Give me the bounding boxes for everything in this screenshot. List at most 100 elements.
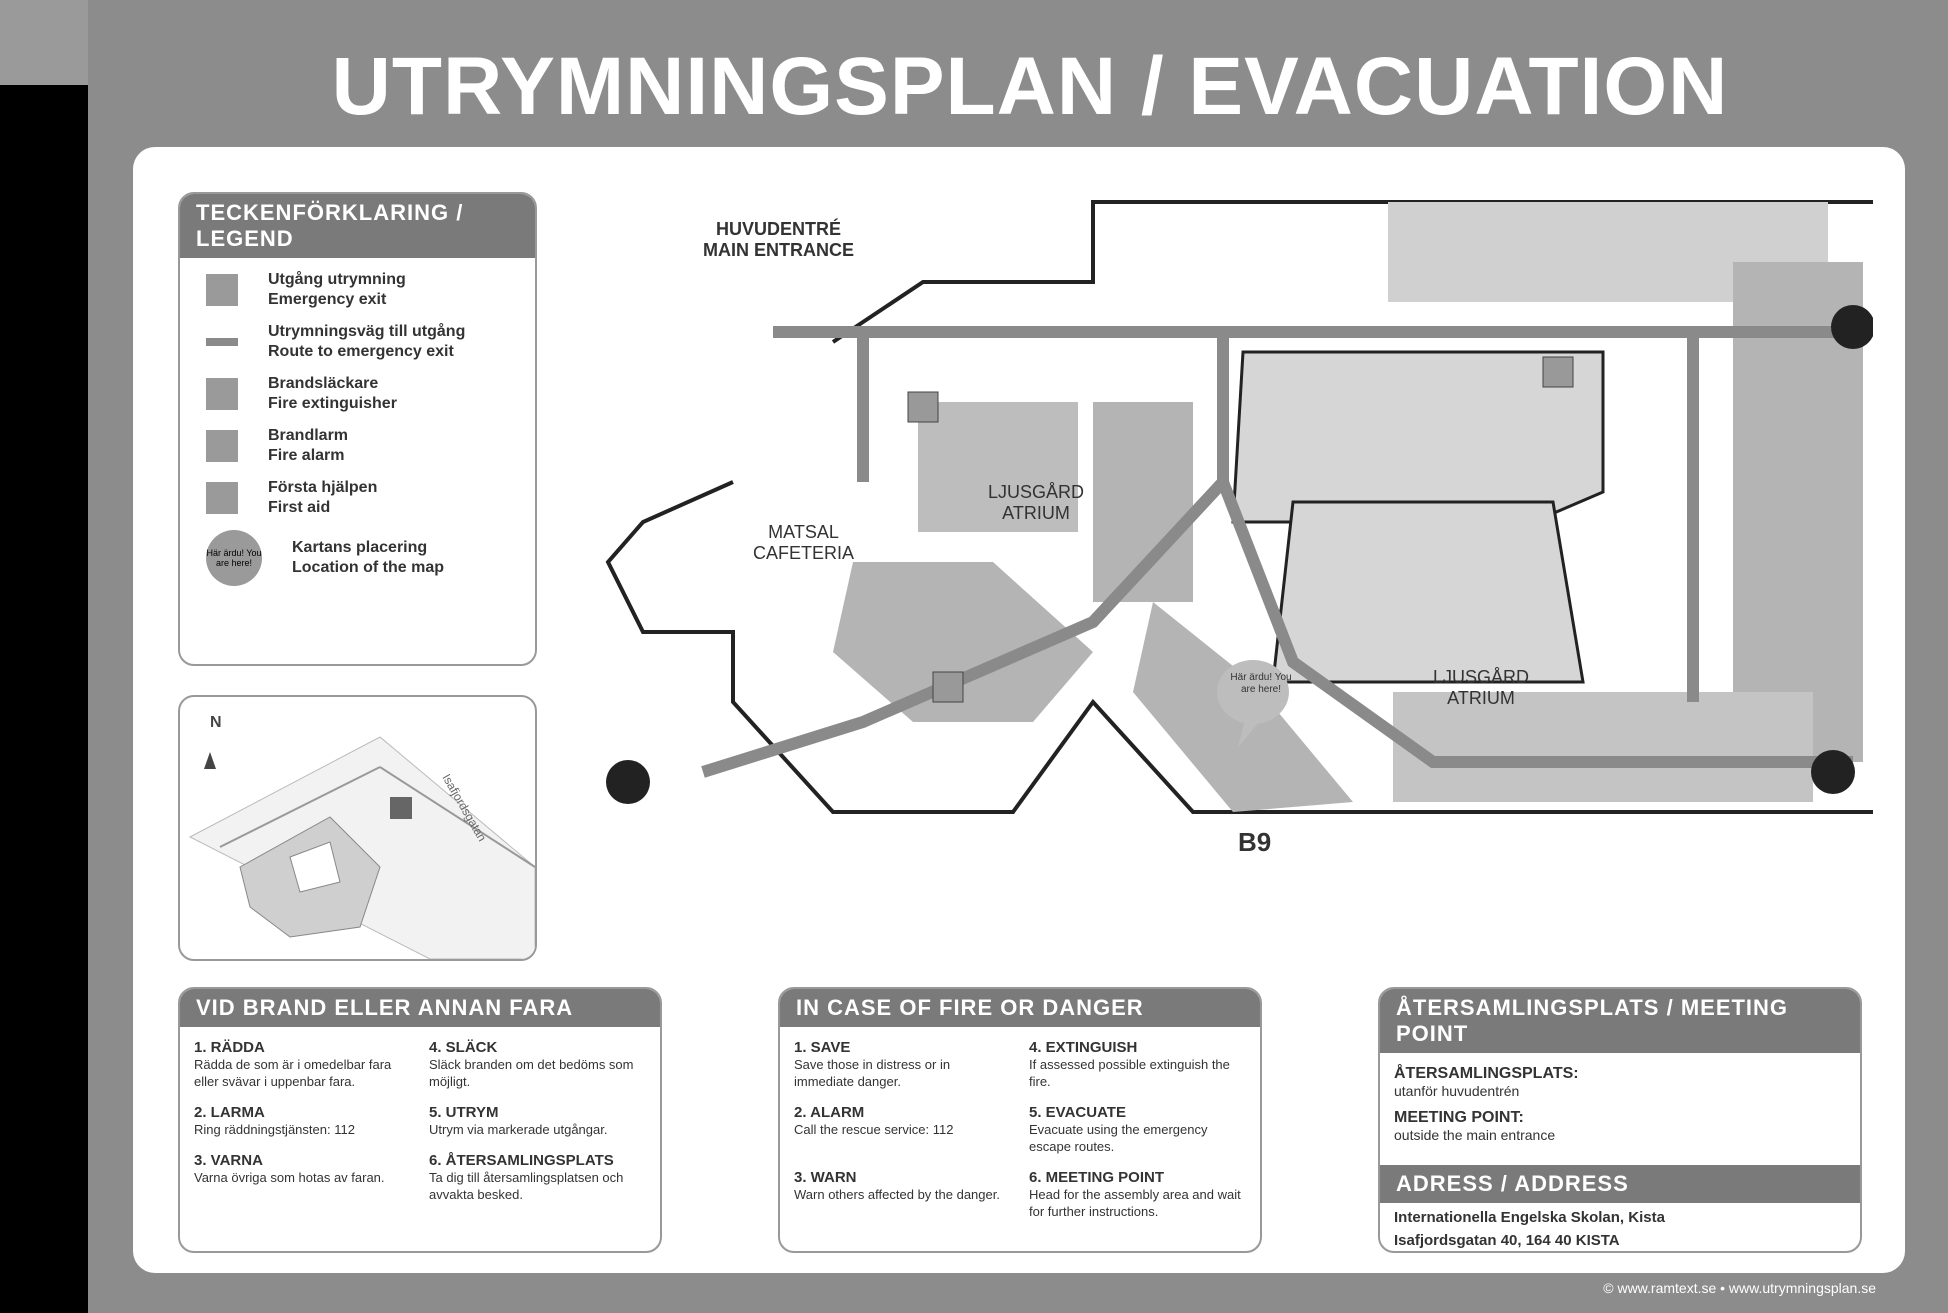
step-text: Släck branden om det bedöms som möjligt. (429, 1057, 634, 1089)
step-title: 5. EVACUATE (1029, 1104, 1126, 1121)
instruction-step: 4. SLÄCK Släck branden om det bedöms som … (429, 1039, 646, 1090)
main-entrance-en: MAIN ENTRANCE (703, 240, 854, 260)
step-text: Warn others affected by the danger. (794, 1187, 1000, 1202)
legend-panel: TECKENFÖRKLARING / LEGEND Utgång utrymni… (178, 192, 537, 666)
step-title: 2. LARMA (194, 1104, 265, 1121)
fire-sv-heading: VID BRAND ELLER ANNAN FARA (180, 989, 660, 1027)
cafeteria-label: MATSAL CAFETERIA (753, 522, 854, 564)
assembly-panel: ÅTERSAMLINGSPLATS / MEETING POINT ÅTERSA… (1378, 987, 1862, 1253)
step-title: 3. VARNA (194, 1152, 263, 1169)
atrium1-en: ATRIUM (1002, 503, 1070, 523)
instruction-step: 5. EVACUATE Evacuate using the emergency … (1029, 1104, 1246, 1155)
first-aid-icon (206, 482, 238, 514)
cafeteria-sv: MATSAL (768, 522, 839, 542)
legend-item: Brandsläckare Fire extinguisher (206, 374, 535, 414)
footer-note: © www.ramtext.se • www.utrymningsplan.se (1603, 1280, 1876, 1296)
instruction-step: 6. ÅTERSAMLINGSPLATS Ta dig till återsaml… (429, 1152, 646, 1203)
you-are-here-icon: Här ärdu! You are here! (206, 530, 262, 586)
rooms-south (1393, 692, 1813, 802)
atrium-upper (1231, 350, 1605, 524)
step-text: If assessed possible extinguish the fire… (1029, 1057, 1230, 1089)
step-title: 1. RÄDDA (194, 1039, 265, 1056)
step-text: Ring räddningstjänsten: 112 (194, 1122, 355, 1137)
north-label: N (210, 714, 222, 731)
room-label: B9 (1238, 827, 1272, 857)
stair-icon (1811, 750, 1855, 794)
step-text: Save those in distress or in immediate d… (794, 1057, 951, 1089)
instruction-step: 1. RÄDDA Rädda de som är i omedelbar fara… (194, 1039, 411, 1090)
assembly-en-text: outside the main entrance (1394, 1127, 1556, 1143)
instruction-step: 2. LARMA Ring räddningstjänsten: 112 (194, 1104, 411, 1138)
site-map-panel: N Isafjordsgatan (178, 695, 537, 961)
map-location-marker (390, 797, 412, 819)
rooms-diagonal (833, 562, 1093, 722)
instruction-step: 5. UTRYM Utrym via markerade utgångar. (429, 1104, 646, 1138)
street-line (219, 766, 381, 848)
fire-instructions-en: IN CASE OF FIRE OR DANGER 1. SAVE Save th… (778, 987, 1262, 1253)
step-title: 6. MEETING POINT (1029, 1169, 1165, 1186)
assembly-sv-text: utanför huvudentrén (1394, 1083, 1520, 1099)
legend-item: Första hjälpen First aid (206, 478, 535, 518)
fire-alarm-icon (932, 671, 964, 703)
floor-plan (605, 200, 1873, 814)
main-entrance-sv: HUVUDENTRÉ (715, 219, 841, 239)
instruction-step: 3. WARN Warn others affected by the dange… (794, 1169, 1011, 1220)
step-title: 4. EXTINGUISH (1029, 1039, 1138, 1056)
atrium-small (918, 402, 1078, 532)
site-map: N Isafjordsgatan (188, 714, 535, 959)
instruction-step: 3. VARNA Varna övriga som hotas av faran. (194, 1152, 411, 1203)
plan-card: TECKENFÖRKLARING / LEGEND Utgång utrymni… (133, 147, 1905, 1273)
legend-label-sv: Brandlarm (268, 427, 349, 444)
thumbnail-image (0, 0, 88, 85)
assembly-heading: ÅTERSAMLINGSPLATS / MEETING POINT (1380, 989, 1860, 1053)
legend-label-en: Location of the map (292, 559, 444, 576)
atrium-label-2: LJUSGÅRD ATRIUM (1433, 667, 1529, 709)
step-title: 6. ÅTERSAMLINGSPLATS (429, 1152, 614, 1169)
step-text: Head for the assembly area and wait for … (1029, 1187, 1241, 1219)
instruction-step: 6. MEETING POINT Head for the assembly ar… (1029, 1169, 1246, 1220)
legend-label-sv: Kartans placering (292, 539, 428, 556)
step-text: Varna övriga som hotas av faran. (194, 1170, 385, 1185)
side-strip (0, 85, 88, 1313)
address-heading: ADRESS / ADDRESS (1380, 1165, 1860, 1203)
atrium2-sv: LJUSGÅRD (1433, 667, 1530, 687)
assembly-en-title: MEETING POINT: (1394, 1109, 1524, 1126)
exit-arrow-icon (206, 274, 238, 306)
first-aid-icon (1542, 356, 1574, 388)
fire-en-heading: IN CASE OF FIRE OR DANGER (780, 989, 1260, 1027)
fire-instructions-sv: VID BRAND ELLER ANNAN FARA 1. RÄDDA Rädda… (178, 987, 662, 1253)
step-title: 4. SLÄCK (429, 1039, 498, 1056)
step-title: 5. UTRYM (429, 1104, 499, 1121)
you-are-here-icon (1217, 660, 1289, 724)
step-text: Call the rescue service: 112 (794, 1122, 954, 1137)
step-text: Evacuate using the emergency escape rout… (1029, 1122, 1208, 1154)
step-text: Rädda de som är i omedelbar fara eller s… (194, 1057, 392, 1089)
legend-label-sv: Brandsläckare (268, 375, 379, 392)
outer-wall (605, 200, 1873, 814)
north-arrow-icon (204, 752, 216, 769)
address-line-1: Internationella Engelska Skolan, Kista (1394, 1209, 1665, 1226)
legend-label-en: Emergency exit (268, 291, 387, 308)
step-text: Ta dig till återsamlingsplatsen och avva… (429, 1170, 624, 1202)
stair-icon (606, 760, 650, 804)
atrium1-sv: LJUSGÅRD (988, 482, 1085, 502)
instruction-step: 4. EXTINGUISH If assessed possible exting… (1029, 1039, 1246, 1090)
atrium-label-1: LJUSGÅRD ATRIUM (988, 482, 1084, 524)
instruction-step: 1. SAVE Save those in distress or in imme… (794, 1039, 1011, 1090)
step-title: 3. WARN (794, 1169, 857, 1186)
atrium-lower (1271, 500, 1585, 684)
legend-item: Här ärdu! You are here! Kartans placering… (206, 530, 535, 586)
fire-alarm-icon (206, 430, 238, 462)
stair-icon (1831, 305, 1873, 349)
legend-heading: TECKENFÖRKLARING / LEGEND (180, 194, 535, 258)
legend-label-en: Fire alarm (268, 447, 345, 464)
fire-extinguisher-icon (907, 391, 939, 423)
legend-label-en: First aid (268, 499, 331, 516)
escape-routes (701, 326, 1853, 778)
step-title: 1. SAVE (794, 1039, 851, 1056)
instruction-step: 2. ALARM Call the rescue service: 112 (794, 1104, 1011, 1155)
route-line-icon (206, 326, 238, 358)
legend-label-sv: Utrymningsväg till utgång (268, 323, 466, 340)
fire-extinguisher-icon (206, 378, 238, 410)
legend-item: Brandlarm Fire alarm (206, 426, 535, 466)
